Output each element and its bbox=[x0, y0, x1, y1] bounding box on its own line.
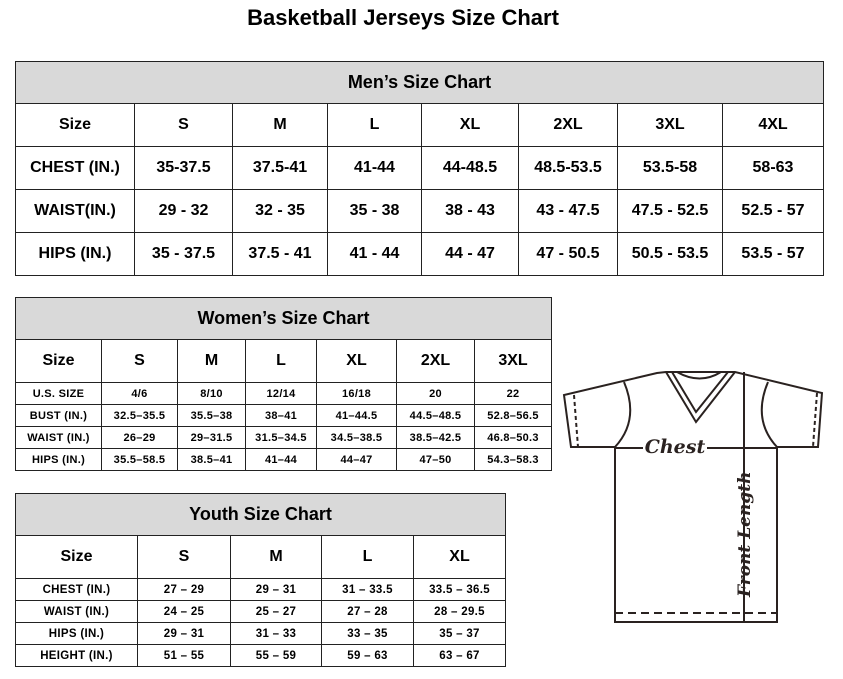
row-label: Size bbox=[15, 339, 102, 383]
table-cell: 63 – 67 bbox=[412, 644, 507, 667]
table-row: HEIGHT (IN.) 51 – 55 55 – 59 59 – 63 63 – 67 bbox=[15, 644, 507, 667]
table-cell: 48.5-53.5 bbox=[518, 146, 618, 190]
table-cell: L bbox=[327, 103, 422, 147]
table-cell: L bbox=[245, 339, 317, 383]
table-row: U.S. SIZE 4/6 8/10 12/14 16/18 20 22 bbox=[15, 382, 553, 405]
table-cell: 27 – 29 bbox=[137, 578, 231, 601]
table-cell: L bbox=[321, 535, 414, 579]
chest-label: Chest bbox=[645, 436, 706, 458]
table-cell: M bbox=[230, 535, 322, 579]
table-cell: 46.8–50.3 bbox=[473, 426, 553, 449]
men-table-title: Men’s Size Chart bbox=[15, 61, 824, 104]
table-cell: 28 – 29.5 bbox=[412, 600, 507, 623]
table-row: CHEST (IN.) 27 – 29 29 – 31 31 – 33.5 33.5 –… bbox=[15, 578, 507, 601]
table-cell: 26–29 bbox=[101, 426, 178, 449]
table-cell: 34.5–38.5 bbox=[316, 426, 397, 449]
table-cell: 43 - 47.5 bbox=[518, 189, 618, 233]
row-label: HEIGHT (IN.) bbox=[15, 644, 138, 667]
table-cell: 51 – 55 bbox=[137, 644, 231, 667]
row-label: CHEST (IN.) bbox=[15, 146, 135, 190]
youth-size-table: Youth Size Chart Size S M L XL CHEST (IN.) 27 –… bbox=[14, 493, 507, 667]
table-cell: 24 – 25 bbox=[137, 600, 231, 623]
table-cell: 44.5–48.5 bbox=[396, 404, 475, 427]
table-cell: 41-44 bbox=[327, 146, 422, 190]
table-row: BUST (IN.) 32.5–35.5 35.5–38 38–41 41–44.5 44… bbox=[15, 404, 553, 427]
table-cell: 2XL bbox=[518, 103, 618, 147]
table-cell: 52.5 - 57 bbox=[722, 189, 824, 233]
table-cell: 3XL bbox=[617, 103, 723, 147]
table-cell: 32 - 35 bbox=[232, 189, 328, 233]
table-row: Size S M L XL bbox=[15, 535, 507, 579]
table-row: Size S M L XL 2XL 3XL bbox=[15, 339, 553, 383]
table-cell: 55 – 59 bbox=[230, 644, 322, 667]
table-cell: 35 - 37.5 bbox=[134, 232, 233, 276]
table-cell: 38 - 43 bbox=[421, 189, 519, 233]
table-cell: 41 - 44 bbox=[327, 232, 422, 276]
jersey-outline-icon bbox=[562, 371, 824, 623]
table-cell: 53.5 - 57 bbox=[722, 232, 824, 276]
page-title: Basketball Jerseys Size Chart bbox=[247, 5, 559, 30]
table-cell: XL bbox=[421, 103, 519, 147]
table-cell: 31 – 33 bbox=[230, 622, 322, 645]
row-label: WAIST(IN.) bbox=[15, 189, 135, 233]
table-cell: 33 – 35 bbox=[321, 622, 414, 645]
table-row: WAIST(IN.) 29 - 32 32 - 35 35 - 38 38 - 43 43… bbox=[15, 189, 824, 233]
table-cell: 38.5–42.5 bbox=[396, 426, 475, 449]
table-cell: 58-63 bbox=[722, 146, 824, 190]
table-cell: 44-48.5 bbox=[421, 146, 519, 190]
table-cell: 47–50 bbox=[396, 448, 475, 471]
table-row: HIPS (IN.) 35 - 37.5 37.5 - 41 41 - 44 44 - … bbox=[15, 232, 824, 276]
row-label: BUST (IN.) bbox=[15, 404, 102, 427]
mens-size-table: Men’s Size Chart Size S M L XL 2XL 3XL 4XL CHEST … bbox=[15, 61, 824, 276]
table-cell: 25 – 27 bbox=[230, 600, 322, 623]
table-cell: 52.8–56.5 bbox=[473, 404, 553, 427]
table-cell: 59 – 63 bbox=[321, 644, 414, 667]
table-cell: 29–31.5 bbox=[177, 426, 246, 449]
table-row: WAIST (IN.) 26–29 29–31.5 31.5–34.5 34.5–38.… bbox=[15, 426, 553, 449]
row-label: HIPS (IN.) bbox=[15, 448, 102, 471]
table-row: HIPS (IN.) 35.5–58.5 38.5–41 41–44 44–47 47–5… bbox=[15, 448, 553, 471]
table-cell: 35 - 38 bbox=[327, 189, 422, 233]
table-cell: 29 – 31 bbox=[137, 622, 231, 645]
table-row: Size S M L XL 2XL 3XL 4XL bbox=[15, 103, 824, 147]
table-cell: 38.5–41 bbox=[177, 448, 246, 471]
table-cell: 2XL bbox=[396, 339, 475, 383]
womens-size-table: Women’s Size Chart Size S M L XL 2XL 3XL U.S. SI… bbox=[14, 297, 553, 471]
youth-table-title: Youth Size Chart bbox=[14, 493, 507, 536]
table-cell: 53.5-58 bbox=[617, 146, 723, 190]
table-cell: XL bbox=[412, 535, 507, 579]
table-cell: 54.3–58.3 bbox=[473, 448, 553, 471]
table-cell: S bbox=[137, 535, 231, 579]
table-row: WAIST (IN.) 24 – 25 25 – 27 27 – 28 28 – 29.… bbox=[15, 600, 507, 623]
table-cell: 47 - 50.5 bbox=[518, 232, 618, 276]
table-cell: 33.5 – 36.5 bbox=[412, 578, 507, 601]
table-cell: 37.5 - 41 bbox=[232, 232, 328, 276]
row-label: HIPS (IN.) bbox=[15, 232, 135, 276]
table-cell: 35.5–38 bbox=[177, 404, 246, 427]
table-row: CHEST (IN.) 35-37.5 37.5-41 41-44 44-48.5 48.… bbox=[15, 146, 824, 190]
row-label: Size bbox=[15, 535, 138, 579]
front-length-label: Front Length bbox=[735, 472, 755, 598]
table-cell: M bbox=[232, 103, 328, 147]
table-cell: 41–44 bbox=[245, 448, 317, 471]
table-cell: S bbox=[134, 103, 233, 147]
